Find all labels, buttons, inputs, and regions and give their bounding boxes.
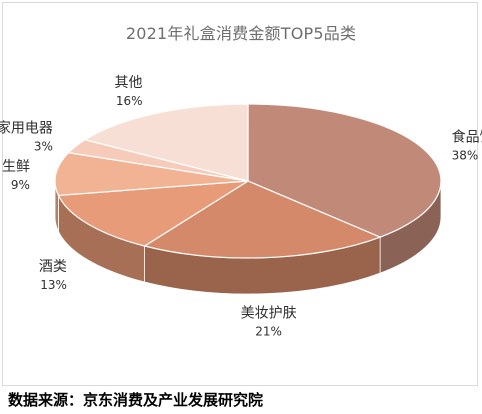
slice-value-3: 9% [11, 178, 30, 192]
pie-slice-1[interactable] [143, 180, 382, 259]
source-note: 数据来源：京东消费及产业发展研究院 [8, 392, 264, 409]
pie-slice-2[interactable] [57, 180, 249, 247]
pie-side-layer [54, 180, 442, 295]
pie-slice-3[interactable] [54, 152, 249, 197]
slice-value-1: 21% [255, 325, 282, 339]
slice-value-4: 3% [34, 139, 53, 153]
slice-label-2: 酒类 [39, 259, 67, 275]
slice-label-1: 美妆护肤 [241, 306, 297, 322]
pie-top-layer [54, 103, 442, 259]
slice-label-4: 家用电器 [0, 119, 53, 136]
chart-title: 2021年礼盒消费金额TOP5品类 [125, 24, 357, 43]
slice-label-3: 生鲜 [2, 159, 30, 175]
pie-slice-0[interactable] [247, 103, 442, 238]
pie-slice-5[interactable] [83, 103, 249, 182]
slice-value-2: 13% [40, 278, 67, 292]
slice-label-0: 食品饮料 [452, 129, 482, 146]
pie-labels: 食品饮料 38% 美妆护肤 21% 酒类 13% 生鲜 9% 家用电器 3% 其他 16% [0, 75, 482, 338]
slice-value-5: 16% [116, 94, 143, 108]
slice-label-5: 其他 [114, 75, 142, 91]
slice-value-0: 38% [452, 149, 479, 163]
